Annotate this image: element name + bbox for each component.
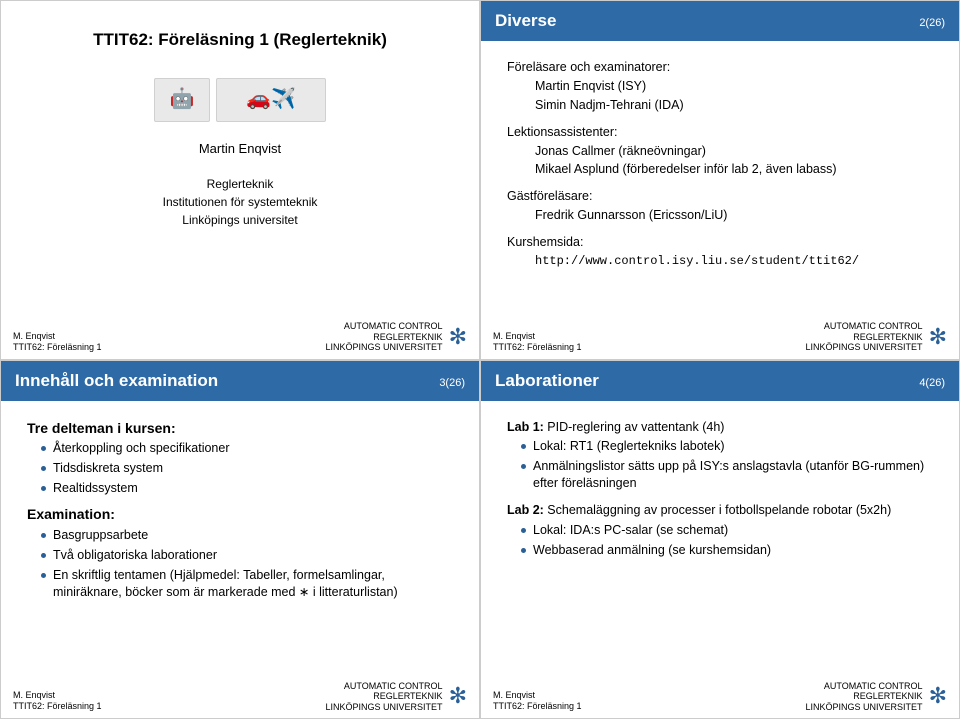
- slide-footer: M. Enqvist TTIT62: Föreläsning 1 AUTOMAT…: [1, 317, 479, 358]
- page-number: 2(26): [919, 17, 945, 29]
- list-item: Basgruppsarbete: [41, 527, 453, 544]
- affil-line-1: Reglerteknik: [163, 177, 318, 193]
- sec1-l2: Simin Nadjm-Tehrani (IDA): [507, 97, 933, 114]
- list-item: Webbaserad anmälning (se kurshemsidan): [521, 542, 933, 559]
- snowflake-icon: ✻: [929, 685, 947, 707]
- footer-dept3: LINKÖPINGS UNIVERSITET: [326, 702, 443, 712]
- author-name: Martin Enqvist: [199, 140, 281, 158]
- snowflake-icon: ✻: [449, 326, 467, 348]
- footer-course: TTIT62: Föreläsning 1: [493, 701, 582, 712]
- footer-dept3: LINKÖPINGS UNIVERSITET: [806, 342, 923, 352]
- slide-4: Laborationer 4(26) Lab 1: PID-reglering …: [480, 360, 960, 719]
- footer-dept3: LINKÖPINGS UNIVERSITET: [326, 342, 443, 352]
- footer-left: M. Enqvist TTIT62: Föreläsning 1: [13, 690, 102, 712]
- parts-list: Återkoppling och specifikationer Tidsdis…: [27, 440, 453, 497]
- footer-author: M. Enqvist: [493, 690, 582, 701]
- footer-left: M. Enqvist TTIT62: Föreläsning 1: [493, 690, 582, 712]
- exam-list: Basgruppsarbete Två obligatoriska labora…: [27, 527, 453, 601]
- list-item: Återkoppling och specifikationer: [41, 440, 453, 457]
- slide-3: Innehåll och examination 3(26) Tre delte…: [0, 360, 480, 719]
- slide-footer: M. Enqvist TTIT62: Föreläsning 1 AUTOMAT…: [481, 677, 959, 718]
- footer-course: TTIT62: Föreläsning 1: [493, 342, 582, 353]
- thumb-vehicles-icon: 🚗✈️: [216, 78, 326, 122]
- list-item: Anmälningslistor sätts upp på ISY:s ansl…: [521, 458, 933, 492]
- lab1-line: Lab 1: PID-reglering av vattentank (4h): [507, 419, 933, 436]
- list-item: Tidsdiskreta system: [41, 460, 453, 477]
- snowflake-icon: ✻: [449, 685, 467, 707]
- sec4-url: http://www.control.isy.liu.se/student/tt…: [507, 253, 933, 269]
- course-title: TTIT62: Föreläsning 1 (Reglerteknik): [93, 29, 387, 52]
- sec1-l1: Martin Enqvist (ISY): [507, 78, 933, 95]
- footer-dept3: LINKÖPINGS UNIVERSITET: [806, 702, 923, 712]
- titlebar: Laborationer 4(26): [481, 361, 959, 401]
- slide-1: TTIT62: Föreläsning 1 (Reglerteknik) 🤖 🚗…: [0, 0, 480, 360]
- sec2-l1: Jonas Callmer (räkneövningar): [507, 143, 933, 160]
- list-item: Två obligatoriska laborationer: [41, 547, 453, 564]
- sec4-head: Kurshemsida:: [507, 234, 933, 251]
- footer-left: M. Enqvist TTIT62: Föreläsning 1: [13, 331, 102, 353]
- titlebar: Innehåll och examination 3(26): [1, 361, 479, 401]
- snowflake-icon: ✻: [929, 326, 947, 348]
- slide-title: Diverse: [495, 11, 556, 31]
- affil-line-2: Institutionen för systemteknik: [163, 195, 318, 211]
- sec3-head: Gästföreläsare:: [507, 188, 933, 205]
- lab1-list: Lokal: RT1 (Reglertekniks labotek) Anmäl…: [507, 438, 933, 492]
- slide2-body: Föreläsare och examinatorer: Martin Enqv…: [481, 41, 959, 317]
- list-item: Realtidssystem: [41, 480, 453, 497]
- slide-grid: TTIT62: Föreläsning 1 (Reglerteknik) 🤖 🚗…: [0, 0, 960, 719]
- list-item: Lokal: RT1 (Reglertekniks labotek): [521, 438, 933, 455]
- footer-right: AUTOMATIC CONTROL REGLERTEKNIK LINKÖPING…: [326, 321, 467, 352]
- lab2-line: Lab 2: Schemaläggning av processer i fot…: [507, 502, 933, 519]
- sec2-head: Lektionsassistenter:: [507, 124, 933, 141]
- footer-right: AUTOMATIC CONTROL REGLERTEKNIK LINKÖPING…: [806, 321, 947, 352]
- footer-dept1: AUTOMATIC CONTROL: [326, 321, 443, 331]
- slide-2: Diverse 2(26) Föreläsare och examinatore…: [480, 0, 960, 360]
- titlebar: Diverse 2(26): [481, 1, 959, 41]
- footer-right: AUTOMATIC CONTROL REGLERTEKNIK LINKÖPING…: [326, 681, 467, 712]
- slide-footer: M. Enqvist TTIT62: Föreläsning 1 AUTOMAT…: [1, 677, 479, 718]
- page-number: 3(26): [439, 377, 465, 389]
- thumb-robot-icon: 🤖: [154, 78, 210, 122]
- affiliation: Reglerteknik Institutionen för systemtek…: [163, 175, 318, 230]
- sec3-l1: Fredrik Gunnarsson (Ericsson/LiU): [507, 207, 933, 224]
- lab1-rest: PID-reglering av vattentank (4h): [547, 420, 724, 434]
- parts-heading: Tre delteman i kursen:: [27, 419, 453, 438]
- affil-line-3: Linköpings universitet: [163, 213, 318, 229]
- footer-author: M. Enqvist: [13, 690, 102, 701]
- footer-dept1: AUTOMATIC CONTROL: [326, 681, 443, 691]
- lab2-rest: Schemaläggning av processer i fotbollspe…: [547, 503, 891, 517]
- footer-right: AUTOMATIC CONTROL REGLERTEKNIK LINKÖPING…: [806, 681, 947, 712]
- slide1-body: TTIT62: Föreläsning 1 (Reglerteknik) 🤖 🚗…: [1, 1, 479, 317]
- slide4-body: Lab 1: PID-reglering av vattentank (4h) …: [481, 401, 959, 677]
- footer-dept2: REGLERTEKNIK: [326, 691, 443, 701]
- lab2-head: Lab 2:: [507, 503, 547, 517]
- footer-course: TTIT62: Föreläsning 1: [13, 342, 102, 353]
- footer-dept2: REGLERTEKNIK: [806, 691, 923, 701]
- exam-heading: Examination:: [27, 505, 453, 524]
- footer-author: M. Enqvist: [493, 331, 582, 342]
- sec1-head: Föreläsare och examinatorer:: [507, 59, 933, 76]
- footer-left: M. Enqvist TTIT62: Föreläsning 1: [493, 331, 582, 353]
- slide-title: Laborationer: [495, 371, 599, 391]
- sec2-l2: Mikael Asplund (förberedelser inför lab …: [507, 161, 933, 178]
- page-number: 4(26): [919, 377, 945, 389]
- list-item: Lokal: IDA:s PC-salar (se schemat): [521, 522, 933, 539]
- footer-author: M. Enqvist: [13, 331, 102, 342]
- footer-dept2: REGLERTEKNIK: [806, 332, 923, 342]
- slide3-body: Tre delteman i kursen: Återkoppling och …: [1, 401, 479, 677]
- footer-dept1: AUTOMATIC CONTROL: [806, 681, 923, 691]
- list-item: En skriftlig tentamen (Hjälpmedel: Tabel…: [41, 567, 453, 601]
- lab1-head: Lab 1:: [507, 420, 547, 434]
- slide-footer: M. Enqvist TTIT62: Föreläsning 1 AUTOMAT…: [481, 317, 959, 358]
- slide-title: Innehåll och examination: [15, 371, 218, 391]
- image-row: 🤖 🚗✈️: [154, 78, 326, 122]
- footer-dept2: REGLERTEKNIK: [326, 332, 443, 342]
- footer-dept1: AUTOMATIC CONTROL: [806, 321, 923, 331]
- footer-course: TTIT62: Föreläsning 1: [13, 701, 102, 712]
- lab2-list: Lokal: IDA:s PC-salar (se schemat) Webba…: [507, 522, 933, 559]
